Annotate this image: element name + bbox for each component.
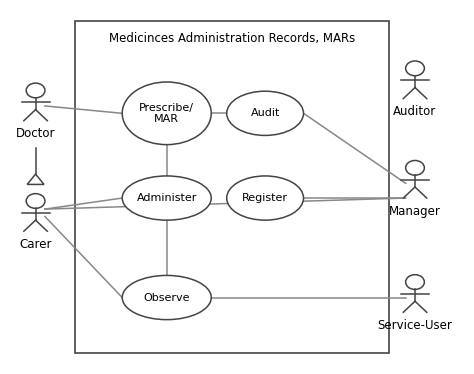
Text: Administer: Administer	[137, 193, 197, 203]
Text: Medicinces Administration Records, MARs: Medicinces Administration Records, MARs	[109, 32, 356, 45]
Polygon shape	[27, 174, 44, 184]
Ellipse shape	[227, 176, 303, 220]
Text: Observe: Observe	[144, 292, 190, 303]
Ellipse shape	[227, 91, 303, 135]
Ellipse shape	[122, 82, 211, 145]
Text: Carer: Carer	[19, 238, 52, 251]
Circle shape	[26, 194, 45, 208]
Circle shape	[26, 83, 45, 98]
Ellipse shape	[122, 176, 211, 220]
Text: Prescribe/
MAR: Prescribe/ MAR	[139, 102, 194, 124]
Circle shape	[406, 160, 424, 175]
Text: Manager: Manager	[389, 205, 441, 218]
Ellipse shape	[122, 275, 211, 320]
Text: Register: Register	[242, 193, 288, 203]
Text: Service-User: Service-User	[378, 319, 453, 332]
Text: Doctor: Doctor	[16, 127, 55, 140]
Bar	[75, 21, 389, 353]
Text: Audit: Audit	[250, 108, 280, 118]
Circle shape	[406, 61, 424, 76]
Text: Auditor: Auditor	[393, 105, 437, 118]
Circle shape	[406, 275, 424, 289]
